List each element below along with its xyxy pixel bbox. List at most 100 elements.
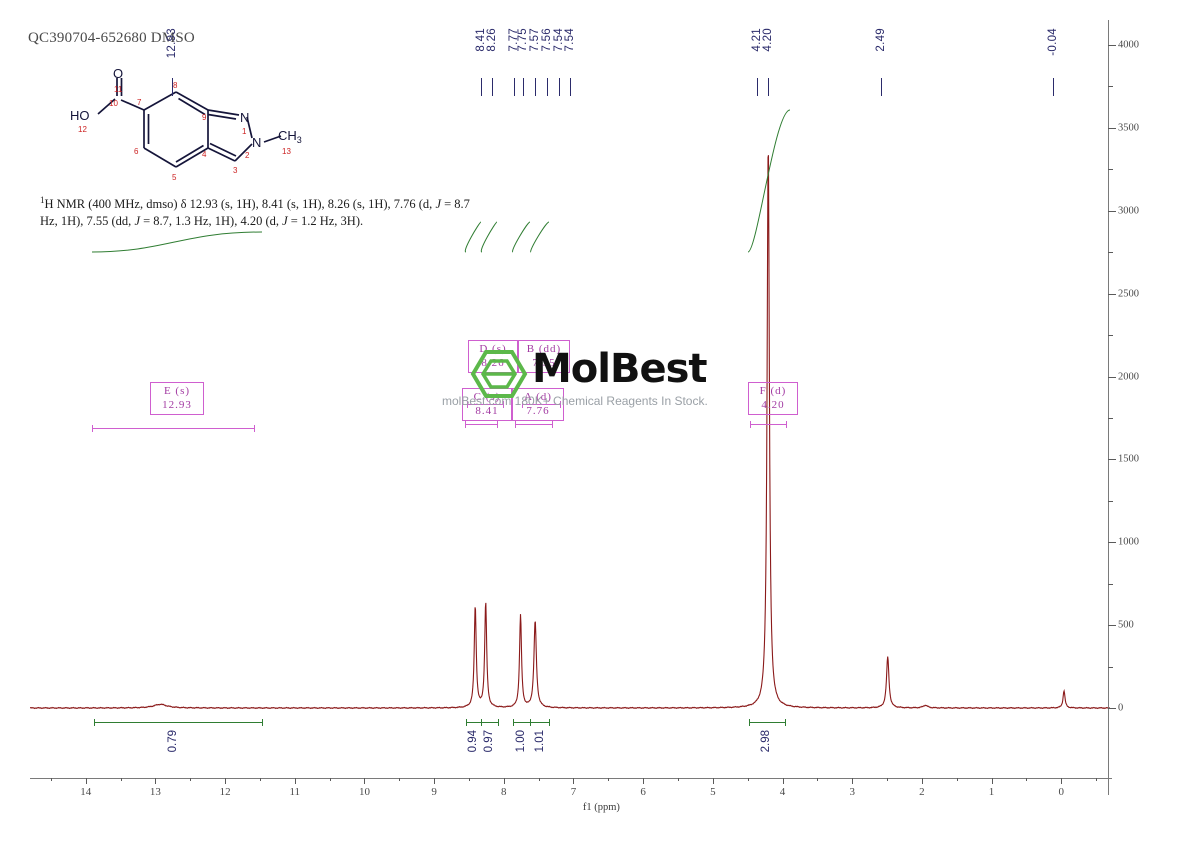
y-axis-tick	[1108, 500, 1113, 502]
multiplet-range-bar	[465, 424, 497, 425]
peak-leader-line	[570, 78, 571, 96]
multiplet-range-bar	[522, 404, 560, 405]
coupling-symbol-1: J	[435, 197, 441, 212]
peak-leader-line	[757, 78, 758, 96]
integral-bar-tick	[530, 719, 531, 726]
peak-leader-line	[514, 78, 515, 96]
svg-text:N: N	[240, 110, 249, 125]
peak-leader-line	[768, 78, 769, 96]
svg-text:8: 8	[173, 81, 178, 90]
peak-leader-line	[481, 78, 482, 96]
multiplet-box[interactable]: D (s) 8.26	[468, 340, 518, 373]
x-axis-tick	[1061, 778, 1063, 784]
x-axis-tick	[1096, 778, 1098, 781]
multiplet-box[interactable]: E (s) 12.93	[150, 382, 204, 415]
x-axis-tick	[259, 778, 261, 781]
x-axis-tick	[643, 778, 645, 784]
integral-value-label: 0.79	[167, 730, 179, 753]
multiplet-range-tick	[522, 401, 523, 408]
spectrum-title: QC390704-652680 DMSO	[28, 30, 195, 46]
svg-text:6: 6	[134, 147, 139, 156]
svg-text:O: O	[113, 66, 123, 81]
integral-bar-tick	[749, 719, 750, 726]
multiplet-range-tick	[92, 425, 93, 432]
svg-text:2: 2	[245, 151, 250, 160]
multiplet-shift: 12.93	[162, 399, 192, 411]
integral-bar	[749, 722, 785, 723]
y-axis-tick-label: 4000	[1118, 39, 1139, 51]
x-axis-tick	[887, 778, 889, 781]
coupling-symbol-2: J	[134, 214, 140, 229]
x-axis-title: f1 (ppm)	[582, 802, 620, 813]
x-axis-tick-label: 9	[431, 786, 437, 798]
svg-text:CH3: CH3	[278, 128, 302, 145]
svg-text:3: 3	[233, 166, 238, 175]
multiplet-range-tick	[497, 421, 498, 428]
x-axis-tick-label: 10	[358, 786, 370, 798]
x-axis-tick-label: 1	[988, 786, 995, 798]
x-axis-tick-label: 2	[919, 786, 925, 798]
y-axis-tick	[1108, 542, 1116, 544]
integral-bar-tick	[262, 719, 263, 726]
y-axis-tick-label: 500	[1118, 619, 1134, 631]
multiplet-box[interactable]: B (dd) 7.55	[518, 340, 570, 373]
y-axis-tick	[1108, 417, 1113, 419]
integral-bar-tick	[466, 719, 467, 726]
multiplet-id: E (s)	[163, 385, 191, 397]
x-axis-tick	[956, 778, 958, 781]
y-axis-tick	[1108, 625, 1116, 627]
multiplet-id: A (d)	[524, 391, 552, 403]
multiplet-range-tick	[503, 401, 504, 408]
integral-bar	[481, 722, 498, 723]
y-axis-tick-label: 1500	[1118, 453, 1139, 465]
multiplet-id: B (dd)	[526, 343, 562, 355]
x-axis-tick-label: 5	[710, 786, 716, 798]
y-axis-tick-label: 0	[1118, 702, 1124, 714]
y-axis-tick-label: 1000	[1118, 536, 1139, 548]
y-axis-tick	[1108, 583, 1113, 585]
x-axis-line	[30, 778, 1112, 779]
x-axis-tick	[747, 778, 749, 781]
multiplet-box[interactable]: A (d) 7.76	[512, 388, 564, 421]
y-axis-tick	[1108, 86, 1113, 88]
multiplet-shift: 4.20	[761, 399, 785, 411]
intensity-axis: 0 500 1000 1500 2000 2500 3000 3500 4000	[1108, 20, 1190, 795]
nmr-text-line1b: = 8.7 Hz, 1H), 7.55 (dd,	[40, 197, 470, 229]
y-axis-tick	[1108, 210, 1116, 212]
multiplet-shift: 7.76	[526, 405, 550, 417]
nmr-spectrum-plot[interactable]	[29, 20, 1111, 795]
integral-bar-tick	[94, 719, 95, 726]
multiplet-box[interactable]: C (s) 8.41	[462, 388, 512, 421]
y-axis-tick-label: 2000	[1118, 371, 1139, 382]
peak-leader-line	[881, 78, 882, 96]
multiplet-range-tick	[515, 421, 516, 428]
multiplet-box[interactable]: F (d) 4.20	[748, 382, 798, 415]
integral-bar-tick	[549, 719, 550, 726]
multiplet-range-tick	[560, 401, 561, 408]
y-axis-tick-label: 2500	[1118, 288, 1139, 300]
molecular-structure-diagram: O HO N N CH3 11 10 12 7 8 9 1 2 13 6 5 4…	[26, 48, 326, 188]
nmr-text-line1: H NMR (400 MHz, dmso) δ 12.93 (s, 1H), 8…	[44, 197, 436, 212]
y-axis-tick	[1108, 708, 1116, 709]
peak-leader-line	[547, 78, 548, 96]
multiplet-range-tick	[254, 425, 255, 432]
multiplet-id: F (d)	[759, 385, 787, 397]
integral-value-label: 1.01	[534, 730, 546, 753]
svg-text:1: 1	[242, 127, 247, 136]
nmr-assignment-text: 1H NMR (400 MHz, dmso) δ 12.93 (s, 1H), …	[40, 192, 470, 230]
y-axis-line	[1108, 20, 1109, 795]
multiplet-range-bar	[92, 428, 254, 429]
nmr-text-line2: = 8.7, 1.3 Hz, 1H), 4.20 (d,	[140, 214, 283, 229]
x-axis-tick	[921, 778, 923, 784]
multiplet-range-tick	[467, 401, 468, 408]
svg-text:7: 7	[137, 98, 142, 107]
integral-value-label: 0.94	[467, 730, 479, 753]
peak-shift-label-group: 12.93 8.41 8.26 7.77 7.75 7.57 7.56 7.54 7.54 4.2…	[0, 0, 1190, 120]
multiplet-range-bar	[515, 424, 552, 425]
svg-text:9: 9	[202, 113, 207, 122]
x-axis-tick-label: 6	[640, 786, 646, 798]
ppm-axis: f1 (ppm) 14 13 12 11 10 9 8 7 6 5 4 3 2 1 0	[30, 778, 1112, 828]
multiplet-shift: 7.55	[532, 357, 556, 369]
x-axis-tick	[329, 778, 331, 781]
